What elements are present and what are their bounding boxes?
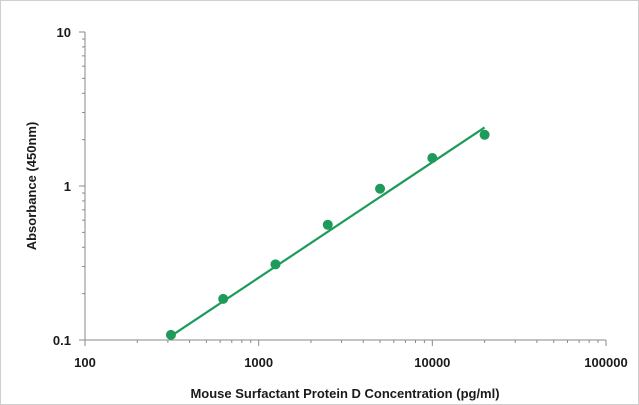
minor-ticks [79, 31, 607, 346]
plot-area [84, 32, 606, 341]
data-point [427, 152, 438, 163]
data-point [322, 219, 333, 230]
x-tick-label: 10000 [414, 355, 450, 370]
x-tick-label: 1000 [244, 355, 273, 370]
y-axis-title: Absorbance (450nm) [24, 122, 39, 251]
data-point [479, 129, 490, 140]
data-point [165, 329, 176, 340]
data-point [375, 183, 386, 194]
y-tick-label: 10 [57, 25, 71, 40]
x-tick-label: 100000 [584, 355, 627, 370]
data-point [218, 293, 229, 304]
y-tick-labels: 0.1 1 10 [53, 25, 71, 348]
y-tick-label: 1 [64, 179, 71, 194]
fit-line [170, 126, 486, 338]
fit-line-group [170, 126, 486, 338]
x-axis-title: Mouse Surfactant Protein D Concentration… [190, 386, 499, 401]
data-point [270, 259, 281, 270]
x-tick-labels: 100 1000 10000 100000 [74, 355, 628, 370]
x-tick-label: 100 [74, 355, 96, 370]
data-points [165, 129, 490, 340]
y-tick-label: 0.1 [53, 333, 71, 348]
